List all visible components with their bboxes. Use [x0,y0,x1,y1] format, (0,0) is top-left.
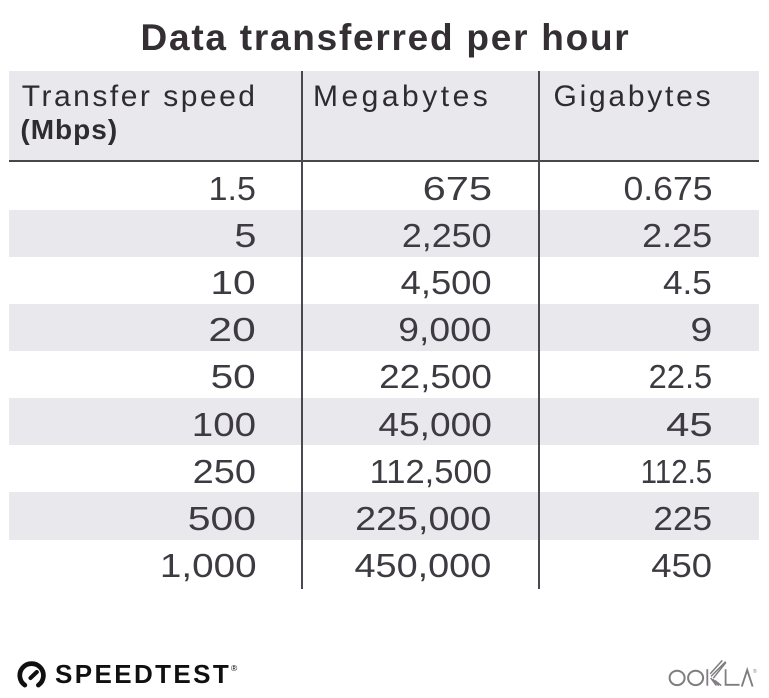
svg-text:®: ® [753,668,757,675]
